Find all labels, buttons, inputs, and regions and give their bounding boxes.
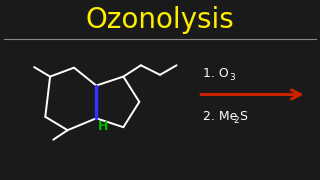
Text: Ozonolysis: Ozonolysis xyxy=(86,6,234,34)
Text: 2: 2 xyxy=(233,116,239,125)
Text: 1. O: 1. O xyxy=(203,67,229,80)
Text: H: H xyxy=(98,120,108,133)
Text: S: S xyxy=(239,110,247,123)
Text: 2. Me: 2. Me xyxy=(203,110,237,123)
Text: 3: 3 xyxy=(229,73,235,82)
